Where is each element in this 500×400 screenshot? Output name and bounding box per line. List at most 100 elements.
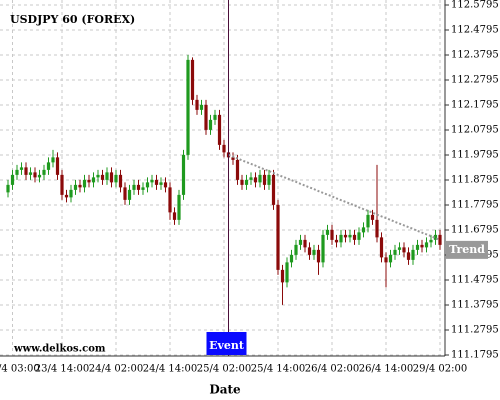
candle-body <box>73 184 78 190</box>
candle-body <box>51 157 55 163</box>
y-tick-label: 111.1795 <box>451 350 499 361</box>
candle-body <box>249 177 253 180</box>
candle-body <box>429 239 433 243</box>
candle-body <box>105 172 109 180</box>
candle-body <box>195 99 199 110</box>
candle-body <box>82 179 87 188</box>
candle-body <box>312 249 316 255</box>
candle-body <box>190 59 195 100</box>
candle-body <box>186 59 190 155</box>
candle-body <box>357 232 361 240</box>
candle-body <box>397 247 402 250</box>
candle-body <box>19 167 24 170</box>
candle-body <box>141 187 145 190</box>
candle-body <box>208 119 213 130</box>
candle-body <box>361 227 366 233</box>
x-tick-label: 29/4 02:00 <box>413 364 467 375</box>
candle-body <box>433 234 438 240</box>
y-tick-label: 111.9795 <box>451 150 499 161</box>
candle-body <box>280 269 285 283</box>
candle-body <box>33 172 37 178</box>
candle-body <box>69 189 73 198</box>
candle-body <box>159 182 163 185</box>
candle-body <box>343 234 348 238</box>
candle-body <box>15 169 19 175</box>
candle-body <box>163 182 168 188</box>
candle-body <box>384 257 388 263</box>
y-tick-label: 111.3795 <box>451 300 499 311</box>
candle-body <box>420 244 424 248</box>
candle-body <box>271 174 276 205</box>
candle-body <box>132 184 136 190</box>
candle-body <box>289 254 294 263</box>
candle-body <box>37 174 42 178</box>
y-tick-label: 111.8795 <box>451 175 499 186</box>
candle-body <box>294 244 298 255</box>
trend-label: Trend <box>449 243 485 256</box>
candle-body <box>87 179 91 183</box>
candle-body <box>240 179 244 185</box>
x-tick-label: 23/4 14:00 <box>35 364 89 375</box>
candle-body <box>267 174 271 185</box>
candle-body <box>235 159 240 180</box>
candle-body <box>6 184 10 193</box>
x-tick-label: 24/4 02:00 <box>89 364 143 375</box>
candle-body <box>379 237 384 258</box>
candle-body <box>10 174 15 185</box>
candle-body <box>348 234 352 238</box>
x-tick-label: 26/4 14:00 <box>359 364 413 375</box>
candle-body <box>303 239 307 248</box>
candle-body <box>46 162 51 170</box>
candle-body <box>60 174 64 195</box>
candle-body <box>177 194 181 220</box>
candle-body <box>339 234 343 243</box>
candle-body <box>100 174 105 180</box>
candle-body <box>253 177 258 183</box>
y-tick-label: 111.2795 <box>451 325 499 336</box>
candle-body <box>231 157 235 160</box>
candle-body <box>370 214 375 220</box>
candle-body <box>244 179 249 185</box>
y-tick-label: 112.3795 <box>451 50 499 61</box>
trend-line <box>228 153 441 241</box>
candle-body <box>330 229 334 240</box>
candle-body <box>217 114 222 145</box>
candle-body <box>28 172 33 175</box>
candle-body <box>285 262 289 283</box>
candle-body <box>127 189 132 200</box>
candle-body <box>96 174 100 178</box>
y-tick-label: 111.6795 <box>451 225 499 236</box>
x-axis-title: Date <box>209 383 241 397</box>
y-tick-label: 112.1795 <box>451 100 499 111</box>
candle-body <box>325 229 330 235</box>
trend-box <box>446 240 488 259</box>
chart-title: USDJPY 60 (FOREX) <box>10 13 135 26</box>
x-tick-label: 25/4 14:00 <box>251 364 305 375</box>
candle-body <box>24 167 28 175</box>
candle-body <box>334 239 339 243</box>
candle-body <box>154 179 159 185</box>
candle-body <box>181 154 186 195</box>
candle-body <box>172 212 177 220</box>
candle-body <box>109 172 114 183</box>
x-tick-label: 24/4 14:00 <box>143 364 197 375</box>
candle-body <box>258 174 262 183</box>
candle-body <box>150 179 154 183</box>
grid <box>0 0 449 356</box>
y-tick-label: 112.4795 <box>451 25 499 36</box>
candle-body <box>402 247 406 253</box>
candle-body <box>298 239 303 245</box>
candle-body <box>55 157 60 175</box>
candle-body <box>136 184 141 190</box>
candle-body <box>406 252 411 260</box>
event-label: Event <box>209 339 245 352</box>
y-tick-label: 112.2795 <box>451 75 499 86</box>
x-tick-label: 26/4 02:00 <box>305 364 359 375</box>
candle-body <box>64 194 69 198</box>
y-tick-label: 111.4795 <box>451 275 499 286</box>
candle-body <box>42 169 46 175</box>
candle-body <box>393 249 397 255</box>
candle-body <box>366 214 370 228</box>
y-tick-label: 112.5795 <box>451 0 499 11</box>
